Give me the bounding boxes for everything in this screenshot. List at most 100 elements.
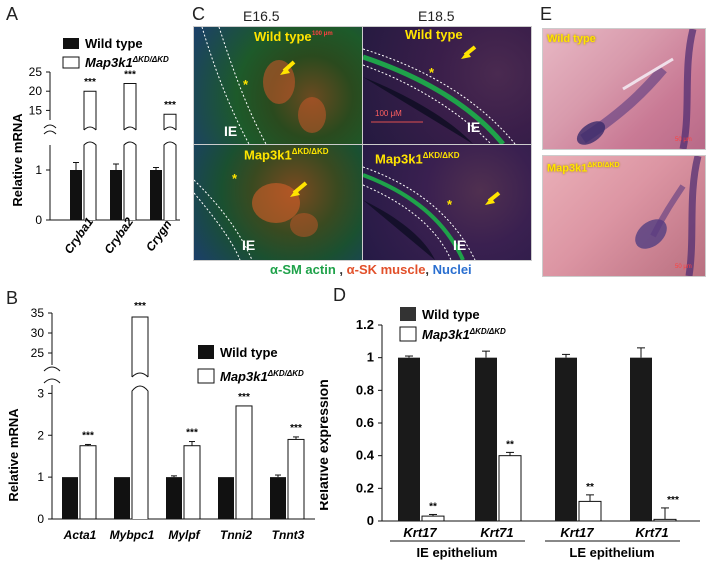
significance-b: ***: [134, 301, 146, 312]
stain-legend-blue: Nuclei: [432, 262, 472, 277]
panel-letter-a: A: [6, 4, 19, 24]
significance-b: ***: [186, 428, 198, 439]
bar-mutant-high-a: [123, 83, 137, 131]
chart-b: Wild type Map3k1ΔKD/ΔKD Relative mRNA 0 1…: [6, 301, 315, 542]
x-tick-label-b: Mybpc1: [110, 528, 155, 542]
bar-wildtype-d: [630, 357, 652, 521]
panel-letter-c: C: [192, 4, 205, 24]
x-tick-label-b: Tnnt3: [272, 528, 305, 542]
x-tick-label-d: Krt17: [560, 525, 594, 540]
label-ie-e165-mut: IE: [242, 237, 256, 253]
y-tick-label-d: 1: [367, 350, 374, 365]
significance-b: ***: [238, 392, 250, 403]
y-tick-label-a: 15: [29, 103, 43, 117]
micrograph-e185-wildtype: Wild type * 100 μM IE: [362, 26, 532, 145]
x-tick-label-d: Krt17: [403, 525, 437, 540]
y-tick-label-b: 2: [37, 428, 44, 442]
label-wildtype-e165: Wild type: [254, 29, 312, 44]
y-tick-label-b: 30: [31, 326, 45, 340]
bar-mutant-d: [578, 500, 602, 522]
stain-legend-sep: ,: [335, 262, 347, 277]
legend-label-wildtype: Wild type: [85, 36, 143, 51]
significance-d: **: [429, 501, 437, 512]
panel-letter-b: B: [6, 288, 19, 308]
x-tick-label-a: Cryba2: [101, 215, 136, 257]
x-tick-label-d: Krt71: [480, 525, 513, 540]
significance-b: ***: [82, 430, 94, 441]
y-tick-label-b: 3: [37, 386, 44, 400]
bar-wildtype-a: [110, 170, 122, 220]
epithelium-outline-e185-wt: [363, 45, 516, 144]
header-e185: E18.5: [418, 8, 455, 24]
significance-d: **: [506, 439, 514, 450]
y-tick-label-d: 0.4: [356, 448, 375, 463]
y-tick-label-d: 1.2: [356, 317, 374, 332]
legend-swatch-mutant-d: [399, 326, 417, 342]
legend-swatch-mutant: [62, 56, 80, 69]
x-tick-label-b: Acta1: [63, 528, 97, 542]
scale-label-e165: 100 μm: [312, 31, 333, 37]
scale-label-e185: 100 μM: [375, 109, 402, 118]
significance-d: ***: [667, 495, 679, 506]
significance-a: ***: [124, 70, 136, 81]
bar-mutant-high-a: [83, 90, 97, 131]
legend-label-mutant-d: Map3k1ΔKD/ΔKD: [422, 327, 506, 342]
y-tick-label-a: 0: [35, 213, 42, 227]
y-tick-label-a: 20: [29, 84, 43, 98]
label-wildtype-he: Wild type: [547, 33, 596, 45]
bar-mutant-low-a: [163, 141, 177, 220]
bar-mutant-d: [498, 455, 522, 522]
label-mutant-he: Map3k1ΔKD/ΔKD: [547, 162, 620, 175]
chart-d: Wild type Map3k1ΔKD/ΔKD Relative express…: [320, 307, 700, 560]
epithelium-outline-e165-mut: [194, 179, 318, 260]
y-axis-label-d: Relative expression: [320, 379, 331, 511]
bar-wildtype-b: [166, 477, 182, 519]
bar-mutant-high-a: [163, 113, 177, 131]
y-tick-label-a: 25: [29, 65, 43, 79]
y-axis-label-b: Relative mRNA: [6, 408, 21, 502]
y-tick-label-b: 0: [37, 512, 44, 526]
histology-mut-drawing: [635, 156, 702, 276]
x-tick-label-b: Tnni2: [220, 528, 252, 542]
y-tick-label-d: 0.6: [356, 415, 374, 430]
x-tick-label-b: Mylpf: [168, 528, 200, 542]
bar-mutant-b: [79, 445, 97, 520]
bar-mutant-low-a: [83, 141, 97, 220]
y-tick-label-d: 0.8: [356, 382, 374, 397]
label-mutant-e165: Map3k1ΔKD/ΔKD: [244, 147, 329, 163]
stain-legend-red: α-SK muscle: [346, 262, 426, 277]
label-ie-e165-wt: IE: [224, 123, 238, 139]
x-tick-label-d: Krt71: [635, 525, 668, 540]
chart-a: Wild type Map3k1ΔKD/ΔKD Relative mRNA 0 1…: [10, 36, 180, 257]
histology-mutant: Map3k1ΔKD/ΔKD 50 μm: [542, 155, 706, 277]
y-tick-label-a: 1: [35, 163, 42, 177]
bar-wildtype-a: [70, 170, 82, 220]
significance-b: ***: [290, 423, 302, 434]
stain-legend: α-SM actin , α-SK muscle, Nuclei: [270, 262, 472, 277]
histology-wildtype: Wild type 50 μm: [542, 28, 706, 150]
bar-mutant-high-b: [131, 316, 149, 378]
panel-letter-d: D: [333, 285, 346, 305]
legend-swatch-mutant-b: [197, 368, 215, 384]
label-wildtype-e185: Wild type: [405, 27, 463, 42]
bar-wildtype-a: [150, 170, 162, 220]
stain-legend-comma: ,: [425, 262, 433, 277]
x-tick-label-a: Cryba1: [61, 215, 96, 257]
scale-label-he-mut: 50 μm: [675, 264, 692, 270]
star-e165-wt: *: [243, 77, 249, 92]
label-mutant-e185: Map3k1ΔKD/ΔKD: [375, 151, 460, 167]
legend-label-mutant: Map3k1ΔKD/ΔKD: [85, 55, 169, 70]
bar-mutant-low-b: [131, 385, 149, 519]
y-tick-label-b: 35: [31, 306, 45, 320]
header-e165: E16.5: [243, 8, 280, 24]
y-tick-label-b: 25: [31, 346, 45, 360]
bar-mutant-b: [183, 445, 201, 520]
y-tick-label-d: 0: [367, 513, 374, 528]
bar-mutant-d: [421, 515, 445, 522]
bar-wildtype-b: [114, 477, 130, 519]
histology-wt-drawing: [576, 29, 697, 149]
group-label-le: LE epithelium: [569, 545, 654, 560]
y-tick-label-d: 0.2: [356, 480, 374, 495]
micrograph-e165-mutant: Map3k1ΔKD/ΔKD * IE: [193, 144, 363, 261]
stain-legend-green: α-SM actin: [270, 262, 336, 277]
